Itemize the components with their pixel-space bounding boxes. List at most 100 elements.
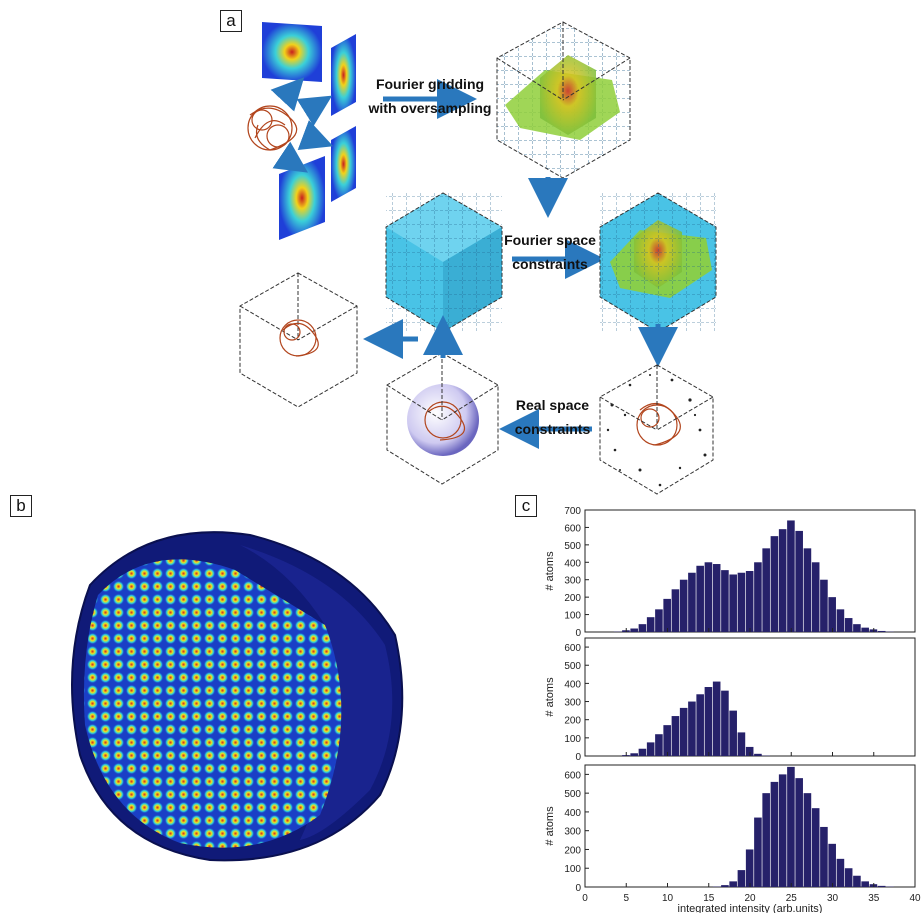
histogram-bar-2-9 [655, 734, 663, 756]
cube-fourier-constraint [599, 192, 717, 333]
histogram-bar-1-32 [844, 618, 853, 632]
histogram-bar-3-30 [828, 843, 836, 887]
y-tick-label-3-0: 0 [575, 883, 581, 894]
x-tick-label-25: 25 [786, 893, 798, 904]
histogram-bar-2-16 [712, 681, 721, 756]
label-fourier-space: Fourier space constraints [504, 232, 596, 272]
histogram-bar-1-26 [795, 530, 803, 632]
histogram-bar-1-31 [836, 609, 845, 632]
y-axis-label-3: # atoms [544, 806, 556, 846]
histogram-bar-2-17 [721, 690, 729, 756]
histogram-bar-3-27 [803, 793, 812, 887]
histogram-bar-1-22 [762, 548, 770, 632]
cube-random-phase [385, 192, 503, 333]
histogram-bar-2-12 [679, 707, 688, 756]
histogram-bar-1-30 [828, 597, 836, 632]
histogram-bar-3-29 [820, 826, 828, 887]
histogram-bar-3-26 [795, 778, 803, 887]
y-tick-label-1-300: 300 [564, 576, 581, 587]
histogram-bar-1-24 [778, 529, 787, 632]
y-tick-label-1-100: 100 [564, 611, 581, 622]
y-tick-label-1-500: 500 [564, 541, 581, 552]
histogram-bar-1-27 [803, 548, 812, 632]
x-tick-label-10: 10 [662, 893, 674, 904]
histogram-bar-1-13 [688, 572, 696, 632]
y-tick-label-3-400: 400 [564, 808, 581, 819]
histogram-bar-1-8 [646, 617, 655, 632]
histogram-bar-2-20 [745, 746, 754, 756]
panel-label-a: a [220, 10, 242, 32]
y-tick-label-3-100: 100 [564, 864, 581, 875]
x-tick-label-35: 35 [868, 893, 880, 904]
histogram-bar-2-7 [638, 748, 647, 756]
histogram-bar-3-31 [836, 858, 845, 887]
y-tick-label-2-400: 400 [564, 679, 581, 690]
histogram-bar-2-19 [737, 732, 746, 756]
cube-final-reconstruction [239, 272, 358, 408]
histogram-bar-3-19 [737, 870, 746, 887]
histogram-bar-1-17 [721, 570, 729, 632]
y-axis-label-1: # atoms [544, 551, 556, 591]
x-tick-label-20: 20 [744, 893, 756, 904]
histogram-bar-1-6 [630, 628, 638, 632]
y-tick-label-3-500: 500 [564, 789, 581, 800]
histogram-bar-1-19 [737, 572, 746, 632]
panel-label-b: b [10, 495, 32, 517]
y-tick-label-2-600: 600 [564, 643, 581, 654]
histogram-bar-3-28 [811, 808, 820, 887]
histogram-bar-1-14 [696, 565, 704, 632]
y-tick-label-2-500: 500 [564, 661, 581, 672]
projection-arrows [270, 77, 334, 173]
y-tick-label-2-200: 200 [564, 716, 581, 727]
histogram-bar-3-25 [787, 766, 795, 887]
y-tick-label-1-400: 400 [564, 558, 581, 569]
histogram-bar-1-33 [853, 624, 861, 632]
histogram-bar-3-36 [877, 885, 886, 887]
histogram-bar-3-34 [861, 881, 869, 887]
histogram-bar-2-11 [671, 716, 680, 756]
y-tick-label-3-200: 200 [564, 845, 581, 856]
histogram-bar-1-15 [704, 562, 713, 632]
histogram-bar-3-17 [721, 885, 729, 887]
y-tick-label-1-200: 200 [564, 593, 581, 604]
histogram-bar-1-12 [679, 579, 688, 632]
nanoparticle-reconstruction [71, 531, 404, 862]
histogram-bar-2-18 [729, 710, 737, 756]
histogram-bar-3-18 [729, 881, 737, 887]
phase-retrieval-diagram [239, 21, 717, 495]
histogram-bar-3-32 [844, 868, 853, 887]
label-fourier-gridding: Fourier gridding with oversampling [368, 76, 492, 116]
molecule-model [247, 105, 298, 151]
histogram-bar-2-21 [754, 753, 762, 756]
x-tick-label-15: 15 [703, 893, 715, 904]
histogram-bar-3-33 [853, 875, 861, 887]
histogram-bar-1-20 [745, 571, 754, 632]
histogram-bar-3-20 [745, 849, 754, 887]
intensity-histograms: 0 100 200 300 400 500 600 700 # atoms 0 100 200 300 4… [544, 506, 921, 913]
y-tick-label-1-700: 700 [564, 506, 581, 517]
histogram-bar-2-15 [704, 687, 713, 756]
histogram-bar-1-36 [877, 630, 886, 632]
panel-label-c: c [515, 495, 537, 517]
histogram-bar-3-23 [770, 781, 779, 887]
y-tick-label-2-100: 100 [564, 734, 581, 745]
histogram-bar-2-13 [688, 701, 696, 756]
histogram-bar-1-11 [671, 589, 680, 632]
histogram-bar-2-8 [646, 742, 655, 756]
y-tick-label-2-0: 0 [575, 752, 581, 763]
histogram-bar-1-10 [663, 598, 671, 632]
histogram-bar-1-34 [861, 627, 869, 632]
histogram-bar-1-29 [820, 579, 828, 632]
histogram-bar-1-21 [754, 562, 762, 632]
histogram-bar-1-9 [655, 609, 663, 632]
histogram-bar-1-25 [787, 520, 795, 632]
x-tick-label-30: 30 [827, 893, 839, 904]
y-tick-label-3-300: 300 [564, 827, 581, 838]
x-tick-label-5: 5 [623, 893, 629, 904]
histogram-bar-3-22 [762, 793, 770, 887]
histogram-bar-1-28 [811, 562, 820, 632]
y-tick-label-1-600: 600 [564, 523, 581, 534]
histogram-bar-1-23 [770, 536, 779, 632]
x-axis-label: integrated intensity (arb.units) [678, 903, 823, 913]
y-tick-label-3-600: 600 [564, 770, 581, 781]
